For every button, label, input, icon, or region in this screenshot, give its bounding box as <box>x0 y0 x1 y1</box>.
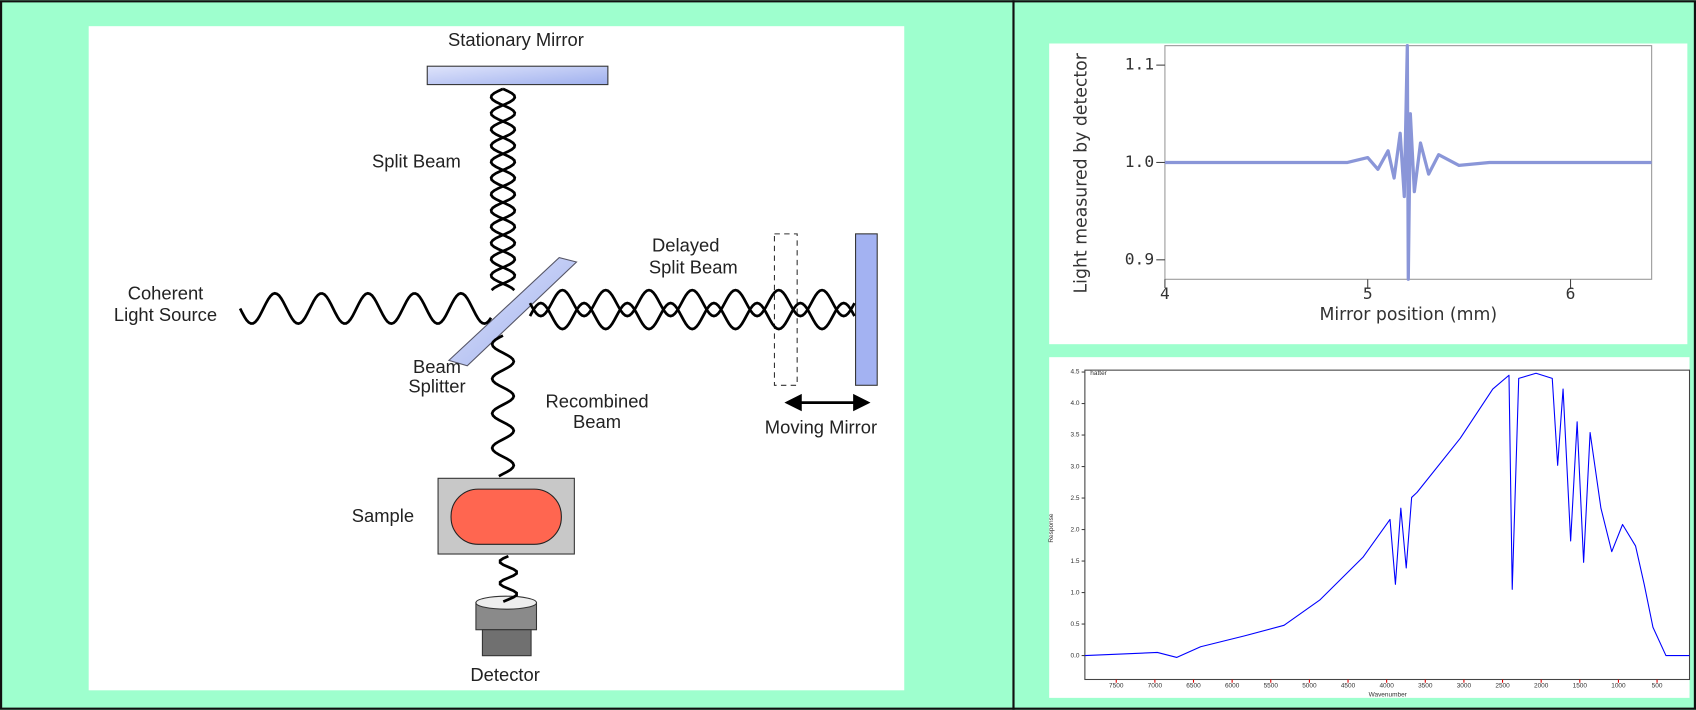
x-tick-label: 5 <box>1363 284 1373 303</box>
y-tick-label: 2.0 <box>1070 526 1079 533</box>
x-tick-label: 4 <box>1160 284 1170 303</box>
label: Delayed <box>652 235 719 256</box>
y-tick-label: 1.0 <box>1125 152 1154 171</box>
moving-mirror <box>856 234 878 385</box>
x-tick-label: 5000 <box>1302 683 1317 690</box>
label: Recombined <box>545 390 648 411</box>
x-tick-label: 6500 <box>1186 683 1201 690</box>
stationary-mirror <box>427 66 608 84</box>
detector-window <box>476 596 537 609</box>
detector-body <box>482 630 531 656</box>
label: Beam <box>413 356 461 377</box>
x-tick-label: 1000 <box>1611 683 1626 690</box>
x-tick-label: 5500 <box>1264 683 1279 690</box>
y-tick-label: 4.5 <box>1070 369 1079 376</box>
x-tick-label: 6 <box>1566 284 1576 303</box>
label: Detector <box>470 664 539 685</box>
label: Light Source <box>114 304 217 325</box>
y-tick-label: 4.0 <box>1070 400 1079 407</box>
x-tick-label: 2000 <box>1534 683 1549 690</box>
x-tick-label: 1500 <box>1573 683 1588 690</box>
x-tick-label: 2500 <box>1495 683 1510 690</box>
label: Beam <box>573 411 621 432</box>
x-tick-label: 4500 <box>1341 683 1356 690</box>
x-tick-label: 6000 <box>1225 683 1240 690</box>
x-axis-label: Wavenumber <box>1369 691 1408 698</box>
y-axis-label: Light measured by detector <box>1072 52 1092 293</box>
y-tick-label: 0.0 <box>1070 652 1079 659</box>
label: Stationary Mirror <box>448 29 584 50</box>
x-tick-label: 500 <box>1652 683 1663 690</box>
x-tick-label: 7000 <box>1148 683 1163 690</box>
y-tick-label: 2.5 <box>1070 495 1079 502</box>
x-tick-label: 7500 <box>1109 683 1124 690</box>
y-tick-label: 3.5 <box>1070 432 1079 439</box>
legend-label: hatter <box>1090 370 1107 377</box>
x-tick-label: 4000 <box>1379 683 1394 690</box>
label: Coherent <box>128 282 204 303</box>
y-axis-label: Response <box>1048 513 1055 543</box>
label: Splitter <box>408 375 465 396</box>
label: Sample <box>352 505 414 526</box>
y-tick-label: 1.1 <box>1125 55 1154 74</box>
label: Moving Mirror <box>765 416 877 437</box>
chart-panel <box>1049 357 1689 698</box>
y-tick-label: 0.5 <box>1070 621 1079 628</box>
y-tick-label: 1.0 <box>1070 589 1079 596</box>
label: Split Beam <box>649 256 738 277</box>
sample <box>451 489 561 544</box>
label: Split Beam <box>372 150 461 171</box>
x-tick-label: 3500 <box>1418 683 1433 690</box>
y-tick-label: 3.0 <box>1070 463 1079 470</box>
y-tick-label: 1.5 <box>1070 558 1079 565</box>
y-tick-label: 0.9 <box>1125 249 1154 268</box>
x-axis-label: Mirror position (mm) <box>1319 305 1497 325</box>
x-tick-label: 3000 <box>1457 683 1472 690</box>
page: {"diagram": {"labels": { "stationary_mir… <box>0 0 1696 710</box>
slide: Stationary Mirror Split Beam Coherent Li… <box>0 0 1696 710</box>
